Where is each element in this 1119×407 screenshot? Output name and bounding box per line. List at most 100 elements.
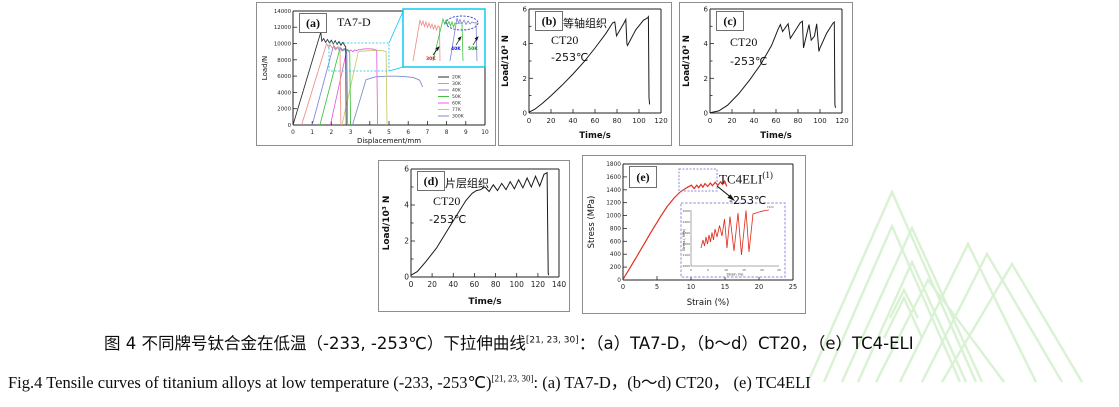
- svg-text:20: 20: [547, 117, 556, 125]
- svg-text:80: 80: [491, 280, 501, 289]
- svg-text:1500: 1500: [682, 209, 690, 213]
- svg-text:1000: 1000: [606, 214, 621, 220]
- panel-e-material: TC4ELI(1): [719, 170, 773, 187]
- svg-text:5: 5: [387, 130, 391, 136]
- panel-c-plot: 0 2 4 6 0 20 40 60 80 100 120 Time/s Load/10³ …: [682, 6, 849, 142]
- svg-text:10: 10: [724, 268, 728, 272]
- svg-text:4: 4: [523, 40, 528, 48]
- svg-text:1200: 1200: [682, 242, 690, 246]
- panel-e-material-superscript: (1): [762, 170, 773, 180]
- panel-b-structure: 等轴组织: [563, 17, 607, 30]
- svg-text:140: 140: [552, 280, 567, 289]
- svg-text:600: 600: [610, 239, 621, 245]
- caption-en-suffix: : (a) TA7-D，(b～d) CT20， (e) TC4ELI: [533, 373, 811, 392]
- panel-e-temperature: -253℃: [729, 194, 767, 207]
- svg-text:1000: 1000: [682, 264, 690, 268]
- caption-en-refs: [21, 23, 30]: [491, 373, 534, 384]
- panel-c-temperature: -253℃: [730, 55, 768, 68]
- svg-text:12000: 12000: [274, 25, 292, 31]
- svg-text:15: 15: [742, 268, 746, 272]
- svg-text:3: 3: [349, 130, 353, 136]
- caption-en-prefix: Fig.4 Tensile curves of titanium alloys …: [8, 373, 492, 392]
- svg-text:2000: 2000: [277, 107, 291, 113]
- panel-b-tag: (b): [535, 11, 563, 31]
- caption-cn-refs: [21, 23, 30]: [525, 335, 579, 346]
- svg-text:0: 0: [617, 278, 621, 284]
- svg-text:6: 6: [406, 130, 410, 136]
- svg-text:Load/N: Load/N: [261, 56, 269, 80]
- svg-text:1300: 1300: [682, 231, 690, 235]
- svg-text:80: 80: [613, 117, 622, 125]
- panel-e-material-label: TC4ELI: [719, 171, 763, 187]
- panel-d-tag: (d): [417, 171, 445, 191]
- svg-text:1520: 1520: [767, 205, 774, 209]
- svg-text:800: 800: [610, 226, 621, 232]
- caption-cn-suffix: ：（a）TA7-D，（b～d）CT20，（e）TC4-ELI: [578, 334, 914, 353]
- svg-text:20: 20: [760, 268, 764, 272]
- caption-english: Fig.4 Tensile curves of titanium alloys …: [8, 369, 811, 393]
- svg-text:40K: 40K: [452, 88, 462, 94]
- svg-text:20: 20: [427, 280, 437, 289]
- svg-text:10000: 10000: [274, 42, 292, 48]
- panel-b-material: CT20: [551, 33, 579, 47]
- svg-text:8000: 8000: [277, 58, 291, 64]
- svg-text:40: 40: [750, 117, 759, 125]
- svg-text:1400: 1400: [682, 220, 690, 224]
- svg-text:2: 2: [704, 75, 708, 83]
- svg-text:100: 100: [510, 280, 525, 289]
- svg-text:Time/s: Time/s: [468, 297, 501, 307]
- svg-text:77K: 77K: [452, 107, 462, 113]
- svg-text:40K: 40K: [451, 46, 461, 52]
- svg-text:14000: 14000: [274, 9, 292, 15]
- svg-text:400: 400: [610, 252, 621, 258]
- svg-text:30K: 30K: [452, 81, 462, 87]
- panel-d-temperature: -253℃: [429, 213, 467, 226]
- svg-text:120: 120: [531, 280, 546, 289]
- panel-d-material: CT20: [433, 194, 461, 208]
- svg-text:40: 40: [449, 280, 459, 289]
- svg-text:Load/10³ N: Load/10³ N: [682, 35, 692, 87]
- svg-text:2: 2: [330, 130, 334, 136]
- svg-text:0: 0: [690, 268, 692, 272]
- svg-text:6: 6: [704, 6, 709, 14]
- svg-text:Load/10³ N: Load/10³ N: [382, 196, 392, 251]
- panel-b-plot: 0 2 4 6 0 20 40 60 80 100 120 Time/s Load/10³ …: [501, 6, 668, 142]
- svg-text:0: 0: [409, 280, 414, 289]
- svg-text:120: 120: [654, 117, 667, 125]
- svg-text:0: 0: [404, 273, 409, 282]
- svg-text:2: 2: [523, 75, 527, 83]
- svg-text:60: 60: [591, 117, 600, 125]
- svg-text:0: 0: [288, 123, 292, 129]
- svg-text:1800: 1800: [606, 162, 621, 168]
- svg-text:10: 10: [481, 130, 489, 136]
- svg-text:Strain (%): Strain (%): [727, 273, 745, 277]
- svg-text:Strain (%): Strain (%): [687, 298, 730, 308]
- svg-text:10: 10: [687, 283, 695, 291]
- svg-text:0: 0: [527, 117, 531, 125]
- svg-text:5: 5: [707, 268, 709, 272]
- svg-text:1200: 1200: [606, 201, 621, 207]
- svg-text:4: 4: [404, 201, 409, 210]
- panel-d-structure: 片层组织: [445, 177, 489, 190]
- svg-text:25: 25: [789, 283, 797, 291]
- svg-text:100: 100: [632, 117, 645, 125]
- svg-text:6000: 6000: [277, 74, 291, 80]
- svg-text:4: 4: [704, 40, 709, 48]
- svg-text:60: 60: [470, 280, 480, 289]
- svg-text:30K: 30K: [426, 56, 436, 62]
- panel-d-plot: 0 2 4 6 0 20 40 60 80 100 120 140 Time/s Load/1…: [382, 165, 567, 308]
- figure-caption: 图 4 不同牌号钛合金在低温（-233, -253℃）下拉伸曲线[21, 23,…: [0, 324, 1119, 407]
- svg-text:Stress (MPa): Stress (MPa): [587, 196, 597, 249]
- svg-text:6: 6: [523, 6, 528, 14]
- svg-text:2: 2: [404, 237, 409, 246]
- svg-text:Displacement/mm: Displacement/mm: [357, 137, 421, 145]
- svg-text:Time/s: Time/s: [760, 131, 792, 141]
- svg-text:60K: 60K: [452, 101, 462, 107]
- svg-text:1400: 1400: [606, 188, 621, 194]
- panel-c-tag: (c): [716, 11, 744, 31]
- svg-text:0: 0: [523, 110, 527, 118]
- panel-a-tag: (a): [299, 13, 327, 33]
